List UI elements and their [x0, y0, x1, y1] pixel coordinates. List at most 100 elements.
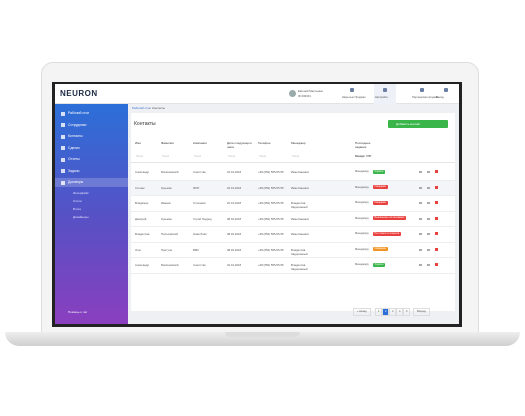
- status-badge: Выполнение согласования: [373, 216, 406, 220]
- action-label[interactable]: Выход: [436, 96, 444, 99]
- pagination-next[interactable]: Вперед: [413, 308, 430, 316]
- cell: Агентство: [193, 263, 206, 267]
- pagination-page[interactable]: 4: [396, 308, 404, 316]
- row-action-delete[interactable]: [435, 170, 438, 173]
- filter-input[interactable]: Поиск: [136, 155, 144, 158]
- breadcrumb-1[interactable]: Рабочий стол: [132, 106, 151, 110]
- status-badge: Ожидание: [373, 247, 388, 251]
- cell: Владислав Задорожный: [291, 201, 308, 209]
- cell: Менеджеру: [355, 216, 369, 220]
- table-row[interactable]: [131, 227, 455, 243]
- table-row[interactable]: [131, 243, 455, 258]
- row-action-view[interactable]: [419, 217, 422, 220]
- row-action-view[interactable]: [419, 248, 422, 251]
- breadcrumb-sep: [149, 107, 150, 109]
- sidebar-icon: [61, 169, 65, 173]
- action-label[interactable]: Настройки: [375, 96, 388, 99]
- sidebar-subitem[interactable]: Блоги: [73, 207, 82, 211]
- row-action-delete[interactable]: [435, 216, 438, 220]
- cell: ФОП: [193, 185, 200, 190]
- table-row[interactable]: [131, 196, 455, 212]
- filter-input[interactable]: Поиск: [292, 155, 300, 158]
- sidebar-active: [55, 178, 128, 187]
- sidebar-item[interactable]: Договоры: [68, 180, 84, 184]
- sidebar-icon: [61, 111, 65, 116]
- filter-input[interactable]: Поиск: [194, 155, 202, 158]
- action-label[interactable]: Закрытые Продажи: [342, 96, 366, 99]
- sidebar-item[interactable]: Рабочий стол: [68, 111, 90, 115]
- cell: Менеджеру: [355, 247, 369, 251]
- sidebar-footer[interactable]: Помощь и чат: [68, 310, 88, 314]
- row-action-delete[interactable]: [435, 201, 438, 204]
- filter-input[interactable]: Поиск: [162, 155, 170, 158]
- sidebar-subitem[interactable]: Дизайнеры: [73, 215, 89, 219]
- row-action-edit[interactable]: [427, 171, 430, 173]
- sidebar-subitem[interactable]: Стили: [73, 199, 82, 203]
- sidebar-item[interactable]: Сотрудники: [68, 122, 87, 127]
- pagination-page[interactable]: 2: [382, 308, 390, 316]
- action-icon[interactable]: [350, 88, 354, 92]
- pagination-page[interactable]: 3: [389, 308, 397, 316]
- row-action-delete[interactable]: [435, 185, 438, 189]
- cell: Иван Каневич: [291, 185, 310, 190]
- row-action-view[interactable]: [419, 264, 422, 266]
- pagination-page[interactable]: 5: [403, 308, 411, 316]
- cell: Владислав: [135, 232, 150, 236]
- status-badge: Ожидание: [373, 185, 388, 189]
- filter-input[interactable]: Поиск: [259, 155, 267, 158]
- row-action-view[interactable]: [419, 202, 422, 204]
- table-row[interactable]: [131, 212, 455, 227]
- row-action-edit[interactable]: [427, 264, 430, 266]
- row-action-delete[interactable]: [435, 232, 438, 235]
- filter-input[interactable]: Поиск: [228, 155, 236, 158]
- cell: Менеджеру: [355, 232, 369, 235]
- cell: Нова Лінія: [193, 232, 207, 236]
- filter-input[interactable]: Поиск: [356, 155, 364, 158]
- column-header: Менеджер: [291, 141, 306, 145]
- pagination-page[interactable]: 1: [375, 308, 383, 316]
- action-label[interactable]: Партнерская продажа: [412, 96, 439, 99]
- sidebar-icon: [61, 180, 65, 185]
- sidebar-item[interactable]: Задачи: [68, 168, 80, 173]
- action-icon[interactable]: [444, 88, 448, 92]
- table-row[interactable]: [131, 180, 455, 196]
- add-button-label[interactable]: Добавить контакт: [396, 122, 421, 126]
- cell: Иванов: [161, 201, 171, 205]
- row-action-view[interactable]: [419, 233, 422, 235]
- row-action-edit[interactable]: [427, 233, 430, 235]
- table-row[interactable]: [131, 165, 455, 181]
- status-badge: Нет ответа от клиента: [373, 231, 401, 236]
- action-icon[interactable]: [420, 88, 424, 92]
- cell: Александр: [135, 170, 149, 174]
- row-action-edit[interactable]: [427, 202, 430, 204]
- row-action-edit[interactable]: [427, 217, 430, 220]
- sidebar-item[interactable]: Сделки: [68, 145, 80, 150]
- cell: Полесовский: [161, 232, 178, 236]
- cell: Владислав Задорожный: [291, 247, 308, 256]
- cell: +38 (050) 555-55-55: [258, 170, 284, 174]
- sidebar-item[interactable]: Отчеты: [68, 157, 80, 161]
- action-icon[interactable]: [383, 88, 387, 92]
- cell: Иван Каневич: [291, 216, 310, 221]
- top-bar: [55, 84, 459, 104]
- column-header: Дата следующего шага: [227, 141, 252, 149]
- content-panel: [131, 113, 455, 311]
- cell: Владислав Задорожный: [291, 263, 308, 271]
- table-row[interactable]: [131, 258, 455, 274]
- cell: Александр: [135, 263, 149, 267]
- cell: +38 (050) 555-55-55: [258, 185, 284, 190]
- cell: 08.02.2018: [227, 232, 241, 236]
- row-action-edit[interactable]: [427, 248, 430, 251]
- sidebar-icon: [61, 123, 65, 127]
- sidebar-subitem[interactable]: Интерфейс: [73, 191, 89, 195]
- sidebar-item[interactable]: Контакты: [68, 134, 83, 138]
- add-button[interactable]: [388, 120, 448, 128]
- row-action-delete[interactable]: [435, 263, 438, 266]
- pagination-prev[interactable]: « Назад: [353, 308, 371, 316]
- status-badge: Хорошо: [373, 169, 385, 174]
- row-action-view[interactable]: [419, 171, 422, 173]
- row-action-delete[interactable]: [435, 247, 438, 251]
- row-action-view[interactable]: [419, 186, 422, 189]
- table-head-bg: [131, 137, 455, 163]
- row-action-edit[interactable]: [427, 186, 430, 189]
